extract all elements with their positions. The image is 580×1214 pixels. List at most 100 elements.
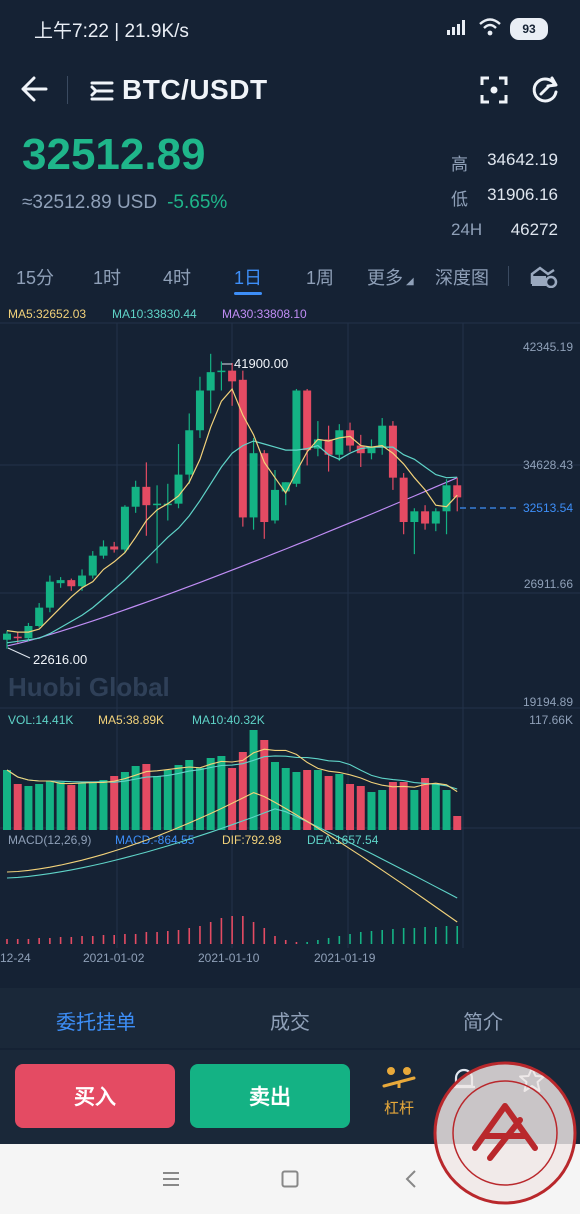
- y-axis-label-1: 42345.19: [523, 340, 573, 354]
- macd-histogram-bar: [295, 942, 298, 944]
- volume-bar: [206, 758, 215, 830]
- volume-bar: [271, 762, 279, 830]
- pair-menu-icon[interactable]: [90, 80, 114, 107]
- volume-bar: [217, 756, 226, 830]
- candle-body: [195, 390, 204, 431]
- candle-body: [367, 447, 376, 454]
- macd-histogram-bar: [102, 935, 105, 944]
- battery-level: 93: [522, 22, 536, 36]
- dif-line: [6, 792, 458, 923]
- macd-histogram-bar: [91, 936, 94, 944]
- current-price-label: 32513.54: [523, 501, 573, 515]
- volume-bar: [228, 768, 237, 830]
- candle-body: [356, 445, 365, 454]
- candle-body: [110, 546, 119, 550]
- back-icon[interactable]: [404, 1170, 418, 1193]
- candle-body: [142, 486, 151, 506]
- legend-vol-ma10: MA10:40.32K: [192, 713, 265, 727]
- macd-histogram-bar: [413, 928, 416, 944]
- legend-macd: MACD:-864.55: [115, 833, 195, 847]
- tab-15m[interactable]: 15分: [16, 268, 55, 288]
- macd-histogram-bar: [370, 931, 373, 944]
- min-marker-line: [7, 647, 31, 659]
- ma30-line: [6, 477, 458, 647]
- macd-histogram-bar: [156, 932, 158, 944]
- volume-bar: [67, 785, 76, 830]
- candle-body: [281, 482, 290, 492]
- volume-bar: [131, 766, 140, 830]
- volume-bar: [324, 776, 333, 830]
- macd-histogram-bar: [113, 935, 115, 944]
- volume-bar: [142, 764, 151, 830]
- candle-body: [421, 511, 430, 524]
- legend-dif: DIF:792.98: [222, 833, 282, 847]
- legend-vol-ma5: MA5:38.89K: [98, 713, 164, 727]
- legend-dea: DEA:1657.54: [307, 833, 379, 847]
- legend-vol: VOL:14.41K: [8, 713, 73, 727]
- macd-histogram-bar: [381, 930, 383, 944]
- macd-histogram-bar: [392, 929, 394, 944]
- candle-body: [249, 453, 258, 518]
- home-icon[interactable]: [281, 1170, 299, 1193]
- tab-intro[interactable]: 简介: [463, 1012, 503, 1034]
- volume-bar: [281, 768, 290, 830]
- chart-settings-icon[interactable]: [530, 264, 558, 293]
- candle-body: [120, 506, 129, 550]
- sell-button[interactable]: 卖出: [190, 1064, 350, 1128]
- low-value: 31906.16: [487, 185, 558, 204]
- candle-body: [13, 636, 22, 639]
- candle-body: [185, 430, 194, 475]
- divider: [508, 266, 509, 286]
- kline-chart[interactable]: MA5:32652.03 MA10:33830.44 MA30:33808.10…: [0, 300, 580, 970]
- high-label: 高: [451, 155, 468, 174]
- macd-histogram-bar: [177, 930, 180, 944]
- macd-histogram-bar: [359, 932, 362, 944]
- dea-line: [6, 808, 458, 899]
- macd-histogram-bar: [327, 938, 330, 944]
- refresh-icon[interactable]: [530, 75, 560, 110]
- tab-1h[interactable]: 1时: [93, 268, 122, 288]
- macd-histogram-bar: [263, 928, 266, 944]
- candle-body: [163, 503, 172, 506]
- volume-bar: [110, 776, 119, 830]
- leverage-button[interactable]: 杠杆: [372, 1064, 426, 1118]
- high-value: 34642.19: [487, 150, 558, 169]
- macd-histogram-bar: [188, 928, 191, 944]
- ma5-line: [6, 387, 458, 633]
- volume-bar: [410, 790, 419, 830]
- candle-body: [378, 425, 387, 448]
- macd-histogram-bar: [167, 931, 169, 944]
- pair-title[interactable]: BTC/USDT: [122, 74, 268, 105]
- active-tab-indicator: [234, 292, 262, 295]
- tab-open-orders[interactable]: 委托挂单: [56, 1012, 136, 1034]
- tab-depth[interactable]: 深度图: [435, 268, 489, 288]
- menu-icon[interactable]: [162, 1171, 180, 1192]
- kline-svg[interactable]: MA5:32652.03 MA10:33830.44 MA30:33808.10…: [0, 300, 580, 970]
- x-axis-label-1: 12-24: [0, 951, 31, 965]
- macd-histogram-bar: [284, 940, 287, 944]
- macd-histogram-bar: [16, 939, 19, 944]
- macd-histogram-bar: [445, 926, 448, 944]
- tab-1w[interactable]: 1周: [306, 268, 335, 288]
- buy-button[interactable]: 买入: [15, 1064, 175, 1128]
- interval-tabs: 15分 1时 4时 1日 1周 更多 ◢ 深度图: [0, 252, 580, 300]
- back-arrow-icon[interactable]: [20, 76, 48, 107]
- volume-bar: [292, 772, 301, 830]
- macd-histogram-bar: [349, 934, 351, 944]
- candle-body: [346, 430, 355, 446]
- volume-24h-value: 46272: [510, 220, 558, 239]
- macd-histogram-bar: [317, 940, 319, 944]
- macd-histogram-bar: [402, 928, 405, 944]
- fullscreen-icon[interactable]: [480, 76, 508, 109]
- tab-1d[interactable]: 1日: [234, 268, 263, 288]
- macd-histogram-bar: [231, 916, 233, 944]
- x-axis-label-2: 2021-01-02: [83, 951, 145, 965]
- tab-more[interactable]: 更多 ◢: [367, 264, 414, 290]
- volume-bar: [313, 770, 322, 830]
- bottom-tabs: 委托挂单 成交 简介: [0, 988, 580, 1048]
- macd-histogram-bar: [81, 936, 83, 944]
- tab-trades[interactable]: 成交: [270, 1012, 310, 1034]
- candle-body: [431, 511, 440, 524]
- candle-body: [313, 439, 322, 449]
- tab-4h[interactable]: 4时: [163, 268, 192, 288]
